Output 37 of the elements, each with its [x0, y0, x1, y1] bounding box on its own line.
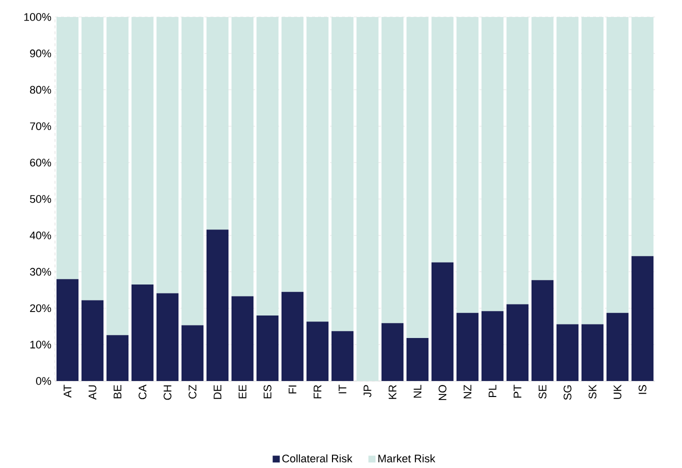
y-tick-label: 10%: [30, 340, 52, 349]
x-tick-label: SK: [588, 384, 596, 399]
y-tick-label: 40%: [30, 232, 52, 240]
y-tick-label: 60%: [30, 158, 52, 167]
x-tick-label: JP: [364, 385, 372, 398]
x-tick-label: UK: [614, 384, 622, 400]
x-tick-label: SE: [538, 385, 546, 399]
y-tick-label: 0%: [36, 377, 52, 385]
y-tick-label: 70%: [30, 122, 52, 130]
x-tick-label: FI: [288, 386, 296, 394]
x-tick-label: CZ: [188, 384, 196, 399]
x-tick-label: NO: [438, 385, 446, 400]
y-tick-label: 80%: [30, 86, 52, 94]
x-tick-label: EE: [238, 385, 246, 398]
x-tick-label: PT: [514, 384, 522, 398]
x-tick-label: NL: [414, 384, 422, 398]
x-tick-label: CA: [138, 384, 146, 400]
x-tick-label: KR: [388, 385, 396, 399]
x-tick-label: NZ: [464, 384, 472, 398]
y-tick-label: 30%: [30, 268, 52, 276]
x-tick-label: DE: [214, 385, 222, 399]
x-tick-label: AT: [64, 384, 72, 398]
y-tick-label: 20%: [30, 304, 52, 312]
x-tick-label: SG: [564, 385, 572, 400]
x-tick-label: IT: [338, 384, 346, 394]
y-tick-label: 90%: [30, 50, 52, 58]
x-tick-label: IS: [638, 385, 646, 394]
x-tick-label: ES: [264, 385, 272, 398]
legend-label: Collateral Risk: [282, 454, 352, 463]
x-tick-label: FR: [314, 385, 322, 398]
x-tick-label: AU: [88, 385, 96, 400]
y-tick-label: 50%: [30, 195, 52, 203]
x-tick-label: PL: [488, 384, 496, 398]
x-tick-label: CH: [164, 386, 172, 400]
legend-label: Market Risk: [378, 454, 436, 463]
y-tick-label: 100%: [24, 13, 52, 21]
x-tick-label: BE: [114, 385, 122, 398]
